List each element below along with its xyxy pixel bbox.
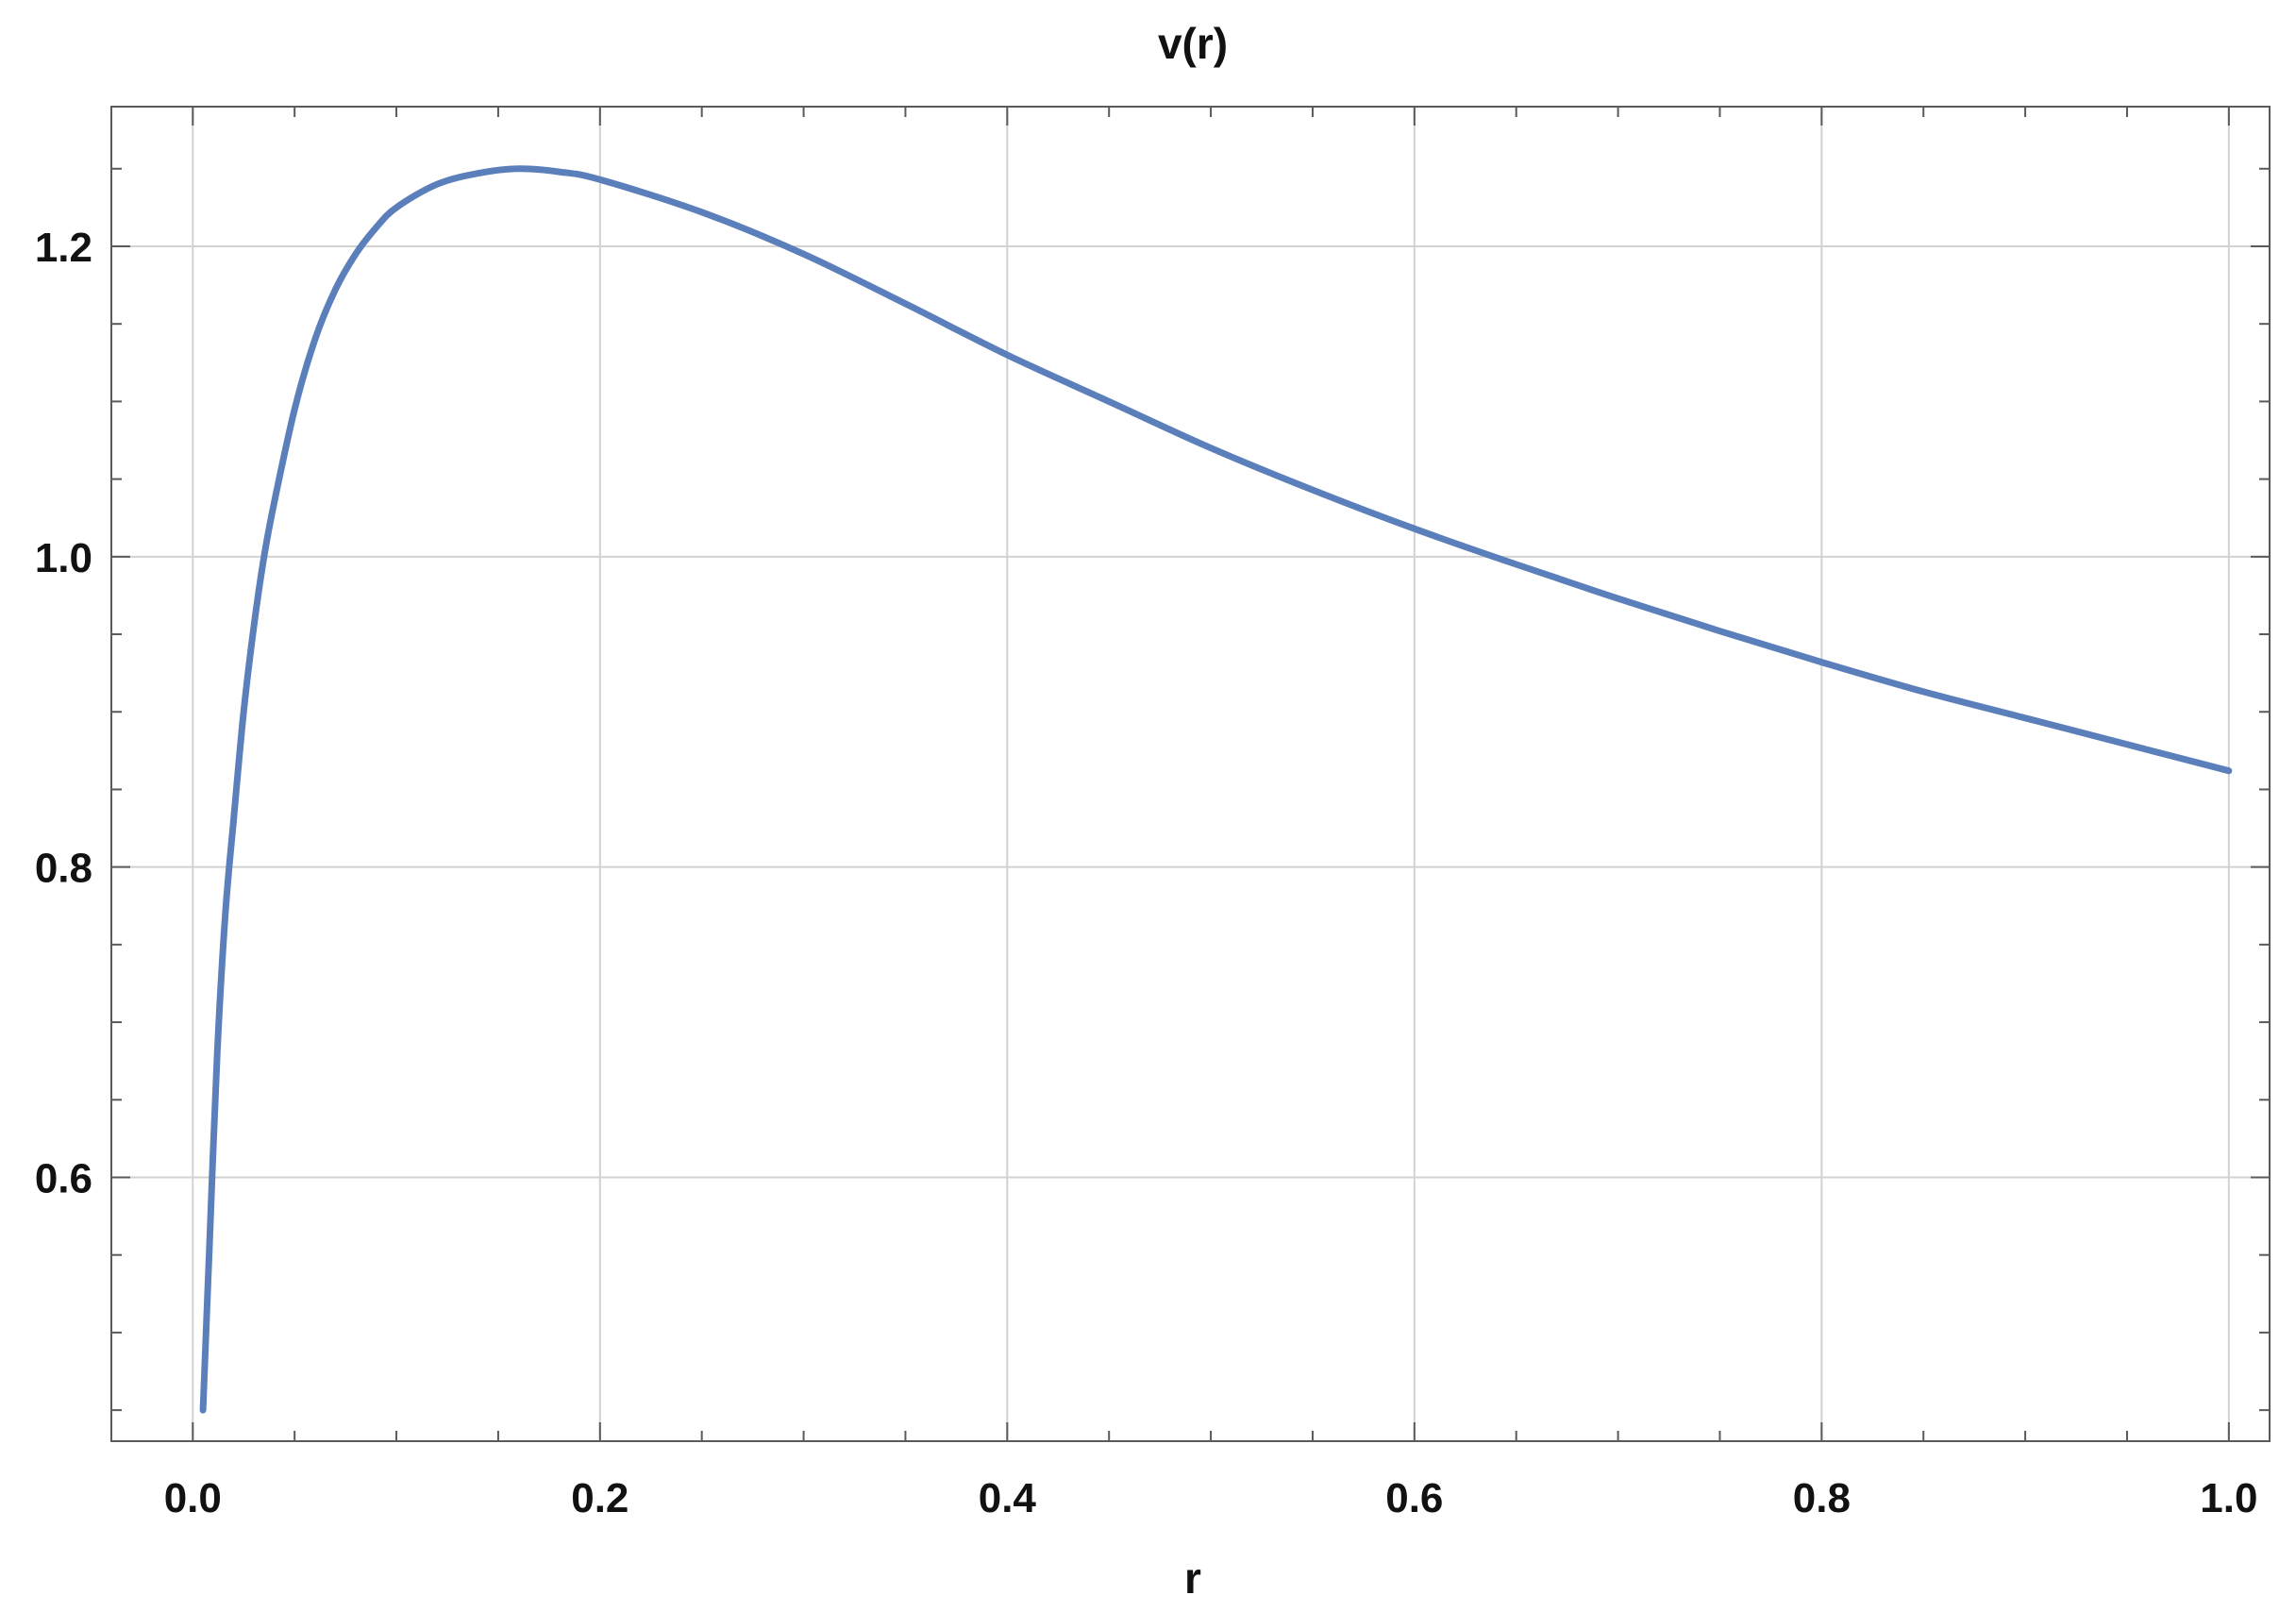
x-axis-label: r bbox=[1184, 1553, 1201, 1603]
x-tick-label: 0.2 bbox=[571, 1475, 628, 1521]
plot-frame bbox=[110, 106, 2271, 1442]
y-tick-label: 1.0 bbox=[35, 535, 92, 581]
chart-title: v(r) bbox=[1158, 19, 1228, 68]
x-tick-label: 0.6 bbox=[1385, 1475, 1443, 1521]
x-tick-label: 0.8 bbox=[1793, 1475, 1851, 1521]
y-tick-label: 0.6 bbox=[35, 1155, 92, 1201]
y-tick-label: 0.8 bbox=[35, 846, 92, 892]
series-line bbox=[199, 165, 2233, 1414]
x-tick-labels: 0.0 0.2 0.4 0.6 0.8 1.0 bbox=[164, 1475, 2258, 1521]
x-tick-label: 0.0 bbox=[164, 1475, 222, 1521]
x-tick-label: 1.0 bbox=[2200, 1475, 2257, 1521]
x-tick-label: 0.4 bbox=[979, 1475, 1037, 1521]
grid bbox=[111, 107, 2270, 1441]
tick-marks bbox=[111, 107, 2270, 1441]
y-tick-labels: 0.6 0.8 1.0 1.2 bbox=[35, 225, 92, 1202]
y-tick-label: 1.2 bbox=[35, 225, 92, 271]
